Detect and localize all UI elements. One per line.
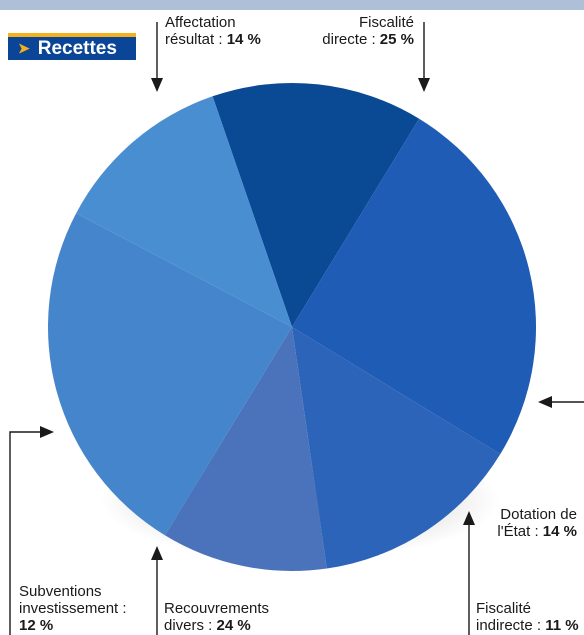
label-subventions: Subventions investissement : 12 % [19,583,127,634]
label-affectation: Affectation résultat : 14 % [165,14,261,48]
label-recouvrements-value: 24 % [216,617,251,634]
arrowhead-recouvrements [151,546,163,560]
label-subventions-line1: Subventions [19,583,102,600]
callout-arrows [9,22,584,635]
header-band [0,0,584,10]
label-dotation: Dotation de l'État : 14 % [497,506,577,540]
label-dotation-line1: Dotation de [500,506,577,523]
label-fiscalite-directe-value: 25 % [379,31,414,48]
pie-slice-fiscalite-directe [292,118,537,455]
label-fiscalite-directe: Fiscalité directe : 25 % [322,14,414,48]
label-subventions-value: 12 % [19,617,54,634]
label-subventions-line2: investissement : [19,600,127,617]
pie-slice-subventions-investissement [76,96,292,327]
section-tag-label: Recettes [37,37,117,59]
label-fiscalite-indirecte-line2: indirecte : [476,617,546,634]
arrow-subventions [9,431,40,635]
label-recouvrements-line2: divers : [164,617,217,634]
pie-slice-affectation-resultat [212,82,420,327]
arrowhead-fiscalite-directe [418,78,430,92]
label-fiscalite-indirecte: Fiscalité indirecte : 11 % [476,600,579,634]
label-dotation-line2: l'État : [497,523,543,540]
label-fiscalite-directe-line1: Fiscalité [358,14,414,31]
arrowhead-subventions [40,426,54,438]
label-dotation-value: 14 % [542,523,577,540]
label-fiscalite-indirecte-value: 11 % [545,617,579,634]
label-fiscalite-indirecte-line1: Fiscalité [476,600,532,617]
label-affectation-line1: Affectation [165,14,236,31]
arrowhead-affectation [151,78,163,92]
pie-slice-fiscalite-indirecte [164,327,327,572]
label-recouvrements: Recouvrements divers : 24 % [164,600,269,634]
arrowhead-fiscalite-indirecte [463,511,475,525]
label-affectation-value: 14 % [226,31,261,48]
section-tag: ➤ Recettes [8,33,136,60]
pie-slice-recouvrements-divers [47,213,292,536]
label-recouvrements-line1: Recouvrements [164,600,270,617]
arrowhead-dotation [538,396,552,408]
label-affectation-line2: résultat : [165,31,227,48]
pie-slices [47,82,537,572]
chevron-right-icon: ➤ [18,40,30,56]
pie-slice-dotation-de-l-etat [292,327,501,569]
label-fiscalite-directe-line2: directe : [322,31,380,48]
